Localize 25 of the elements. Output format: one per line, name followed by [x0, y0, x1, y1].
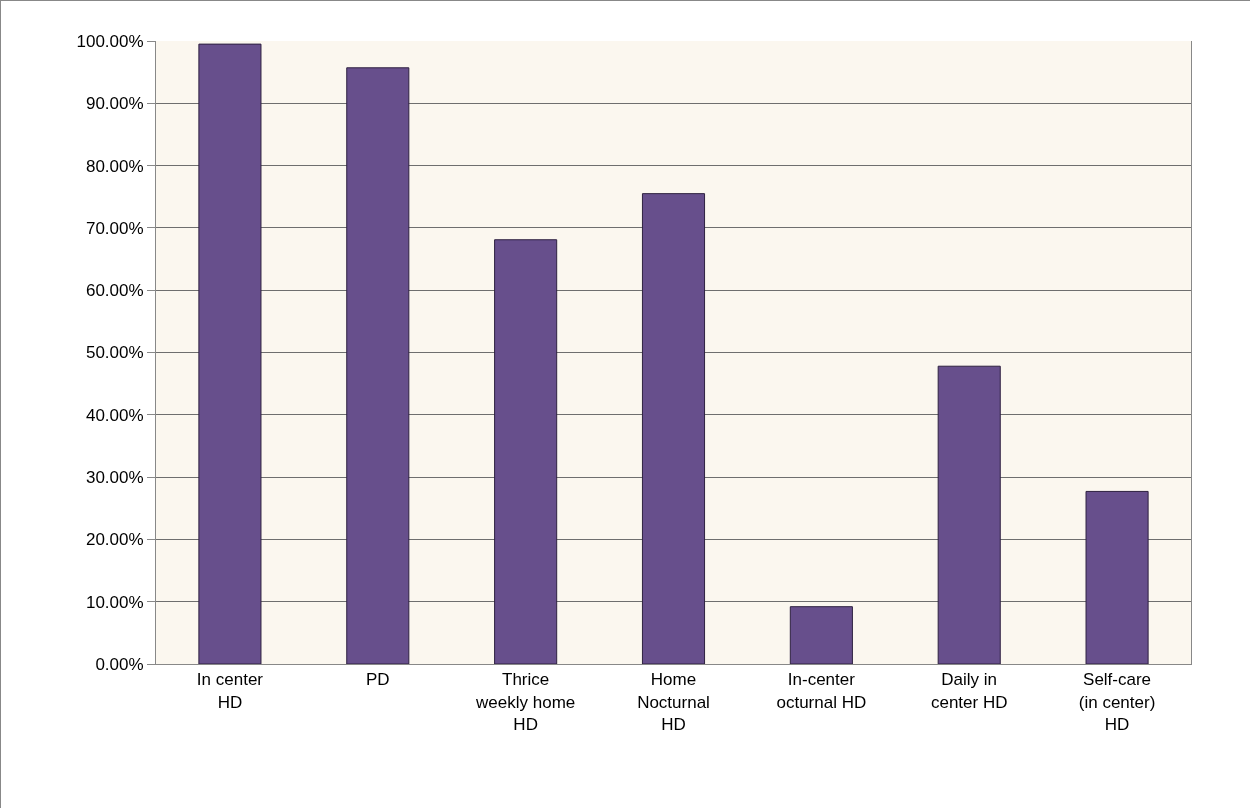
x-tick-label: In-center octurnal HD	[776, 670, 867, 712]
y-tick-label: 20.00%	[85, 530, 144, 550]
bar	[789, 606, 853, 664]
y-tick-label: 100.00%	[76, 31, 144, 51]
bar	[346, 67, 410, 664]
y-tick-label: 50.00%	[85, 343, 144, 363]
y-tick-label: 90.00%	[85, 94, 144, 114]
bar	[937, 365, 1001, 664]
x-tick-label: PD	[365, 670, 390, 690]
y-tick-label: 80.00%	[85, 156, 144, 176]
y-tick-label: 30.00%	[85, 468, 144, 488]
y-tick-label: 70.00%	[85, 218, 144, 238]
y-tick-label: 40.00%	[85, 405, 144, 425]
x-tick-label: In center HD	[196, 670, 264, 712]
bar	[494, 239, 558, 664]
x-tick-label: Daily in center HD	[930, 670, 1008, 712]
bar	[1085, 490, 1149, 664]
bar	[198, 43, 262, 664]
x-tick-label: Home Nocturnal HD	[637, 670, 710, 734]
x-tick-label: Self-care (in center) HD	[1078, 670, 1156, 734]
y-tick-label: 60.00%	[85, 281, 144, 301]
y-tick-label: 10.00%	[85, 592, 144, 612]
bar	[641, 193, 706, 664]
x-tick-label: Thrice weekly home HD	[475, 670, 576, 734]
y-tick-label: 0.00%	[95, 654, 144, 674]
